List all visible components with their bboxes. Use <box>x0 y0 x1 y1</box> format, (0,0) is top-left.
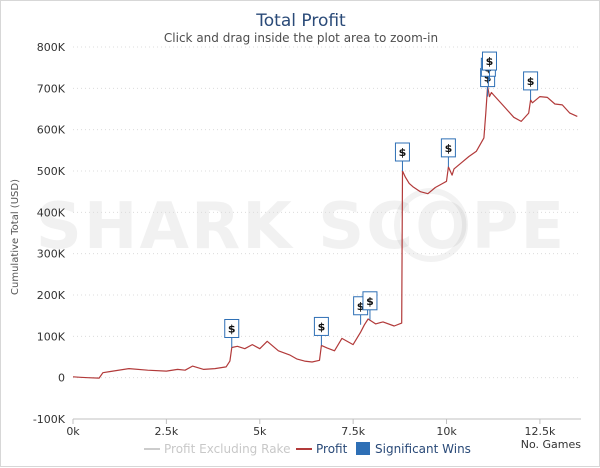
flag-box <box>481 51 497 71</box>
y-tick-label: 100K <box>37 330 66 343</box>
watermark-text: SHARK SCOPE <box>36 190 566 264</box>
significant-win-flag[interactable]: $ <box>362 291 378 320</box>
flag-box <box>313 316 329 336</box>
x-axis-ticks: 0k 2.5k 5k 7.5k 10k 12.5k <box>66 418 581 438</box>
legend-item-profit[interactable]: Profit <box>296 442 348 456</box>
x-tick-label: 7.5k <box>341 425 365 438</box>
legend: Profit Excluding Rake Profit Significant… <box>144 442 471 456</box>
significant-win-flag[interactable]: $ <box>313 316 329 346</box>
dollar-icon: $ <box>399 146 407 159</box>
flag-box <box>362 291 378 311</box>
x-tick-label: 2.5k <box>154 425 178 438</box>
x-tick-label: 0k <box>66 425 80 438</box>
significant-win-flag[interactable]: $ <box>394 142 410 171</box>
legend-item-significant-wins[interactable]: Significant Wins <box>356 442 471 456</box>
flag-box <box>523 71 539 91</box>
chart-subtitle: Click and drag inside the plot area to z… <box>164 31 438 45</box>
flag-box <box>394 142 410 162</box>
dollar-icon: $ <box>486 55 494 68</box>
y-axis-label: Cumulative Total (USD) <box>10 179 21 295</box>
x-tick-label: 10k <box>436 425 457 438</box>
flag-box <box>440 138 456 158</box>
y-tick-label: 0 <box>58 372 65 385</box>
x-axis-label: No. Games <box>521 438 582 451</box>
dollar-icon: $ <box>527 75 535 88</box>
y-tick-label: -100K <box>33 413 66 426</box>
legend-label-profit-excluding-rake: Profit Excluding Rake <box>164 442 290 456</box>
dollar-icon: $ <box>484 72 492 85</box>
profit-line[interactable] <box>72 85 578 379</box>
significant-win-flag[interactable]: $ <box>224 318 240 348</box>
x-tick-label: 12.5k <box>524 425 555 438</box>
flag-box <box>224 318 240 338</box>
legend-item-profit-excluding-rake[interactable]: Profit Excluding Rake <box>144 442 290 456</box>
y-tick-label: 500K <box>37 165 66 178</box>
y-tick-label: 800K <box>37 41 66 54</box>
dollar-icon: $ <box>318 320 326 333</box>
legend-label-profit: Profit <box>316 442 348 456</box>
plot-area[interactable] <box>72 85 578 379</box>
y-tick-label: 600K <box>37 124 66 137</box>
legend-label-significant-wins: Significant Wins <box>375 442 471 456</box>
dollar-icon: $ <box>366 295 374 308</box>
y-tick-label: 300K <box>37 248 66 261</box>
significant-win-flag[interactable]: $ <box>481 51 497 81</box>
y-tick-label: 400K <box>37 206 66 219</box>
watermark: SHARK SCOPE <box>36 188 566 264</box>
significant-wins-flags: $$$$$$$$$$ <box>224 51 539 348</box>
significant-win-flag[interactable]: $ <box>440 138 456 167</box>
y-tick-label: 700K <box>37 82 66 95</box>
significant-win-flag[interactable]: $ <box>523 71 539 100</box>
dollar-icon: $ <box>357 300 365 313</box>
legend-swatch-significant-wins <box>356 442 370 455</box>
y-axis-ticks: -100K 0 100K 200K 300K 400K 500K 600K 700K 800K <box>33 41 66 426</box>
chart-title: Total Profit <box>255 11 346 31</box>
dollar-icon: $ <box>228 322 236 335</box>
x-tick-label: 5k <box>253 425 267 438</box>
y-tick-label: 200K <box>37 289 66 302</box>
dollar-icon: $ <box>445 142 453 155</box>
